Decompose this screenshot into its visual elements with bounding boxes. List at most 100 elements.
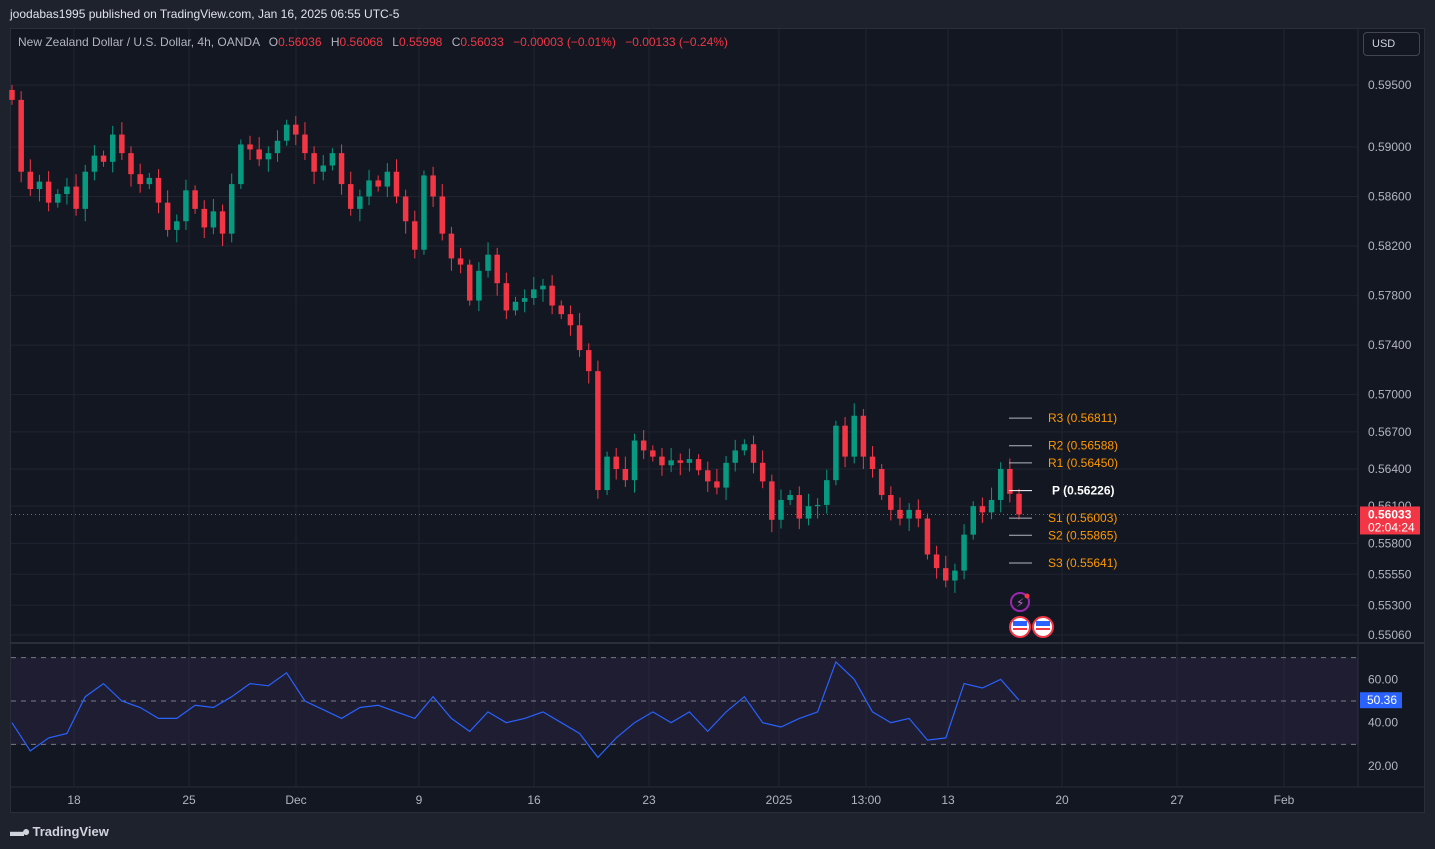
time-axis-label: Feb	[1274, 793, 1295, 807]
published-info: joodabas1995 published on TradingView.co…	[10, 7, 400, 21]
candle-body	[970, 506, 976, 535]
candle-body	[851, 415, 857, 457]
candle-body	[476, 270, 482, 301]
high-value: 0.56068	[339, 35, 383, 49]
low-label: L	[392, 35, 399, 49]
candle-body	[997, 469, 1004, 500]
us-flag-stripe	[1013, 628, 1027, 630]
candle-body	[128, 153, 134, 175]
candle-body	[695, 459, 702, 471]
candle-body	[888, 495, 894, 510]
candle-body	[796, 495, 803, 519]
candle-body	[769, 481, 775, 520]
pivot-label-s1: S1 (0.56003)	[1048, 511, 1117, 525]
candle-body	[650, 450, 656, 457]
us-flag-event-icon	[1032, 616, 1054, 638]
candle-body	[704, 470, 711, 482]
change-value: −0.00003 (−0.01%)	[513, 35, 616, 49]
candle-body	[869, 456, 876, 470]
candle-body	[201, 208, 207, 228]
candle-body	[73, 186, 79, 209]
candle-body	[585, 350, 592, 372]
rsi-axis-label: 40.00	[1368, 716, 1398, 730]
candle-body	[631, 440, 638, 481]
candle-body	[613, 456, 619, 470]
close-label: C	[451, 35, 461, 49]
us-flag-icon	[1036, 621, 1050, 626]
candle-body	[457, 258, 464, 265]
candle-body	[640, 440, 647, 451]
time-axis-label: 23	[642, 793, 656, 807]
candle-body	[531, 289, 537, 299]
candle-body	[503, 283, 510, 311]
tradingview-logo[interactable]: ▬● TradingView	[10, 823, 109, 839]
currency-button[interactable]: USD	[1363, 32, 1420, 56]
candle-body	[778, 499, 784, 520]
candle-body	[210, 211, 217, 228]
candle-body	[366, 180, 372, 197]
candle-body	[595, 371, 601, 491]
candle-body	[567, 314, 574, 326]
candle-body	[293, 124, 299, 135]
candle-body	[677, 460, 684, 463]
rsi-last-value: 50.36	[1367, 693, 1397, 707]
candle-body	[549, 285, 555, 306]
candle-body	[228, 184, 235, 234]
price-axis-label: 0.58600	[1368, 189, 1412, 203]
candle-body	[659, 456, 665, 466]
candle-body	[421, 175, 427, 250]
candle-body	[952, 570, 958, 581]
candle-body	[183, 190, 189, 222]
price-axis-label: 0.59500	[1368, 78, 1412, 92]
candle-body	[576, 325, 583, 351]
candle-body	[219, 211, 226, 234]
candle-body	[393, 171, 400, 197]
candle-body	[265, 153, 272, 160]
price-axis-label: 0.57400	[1368, 338, 1412, 352]
time-axis-label: Dec	[285, 793, 306, 807]
candle-body	[100, 155, 107, 162]
last-price-value: 0.56033	[1368, 507, 1412, 521]
candle-body	[741, 444, 748, 451]
candle-body	[494, 254, 500, 284]
pivot-label-p: P (0.56226)	[1052, 484, 1115, 498]
candle-body	[933, 554, 940, 569]
candle-body	[448, 233, 455, 259]
candle-body	[805, 506, 812, 519]
pivot-label-s2: S2 (0.55865)	[1048, 528, 1117, 542]
price-axis-label: 0.55550	[1368, 567, 1412, 581]
candle-body	[732, 450, 738, 463]
candle-body	[842, 425, 848, 457]
candle-body	[174, 221, 180, 230]
time-axis-label: 13	[941, 793, 955, 807]
candle-body	[750, 444, 757, 463]
candle-body	[9, 89, 15, 100]
candle-body	[18, 99, 24, 172]
candle-body	[988, 499, 995, 513]
bar-countdown: 02:04:24	[1368, 520, 1415, 534]
candle-body	[283, 124, 290, 141]
lightning-icon: ⚡	[1016, 596, 1024, 610]
candle-body	[137, 174, 143, 185]
candle-body	[686, 459, 693, 463]
candle-body	[311, 153, 317, 172]
candle-body	[155, 177, 162, 203]
low-value: 0.55998	[398, 35, 443, 49]
candle-body	[759, 462, 766, 482]
candle-body	[906, 509, 912, 519]
price-axis-label: 0.56700	[1368, 425, 1412, 439]
candle-body	[302, 134, 308, 154]
candle-body	[238, 144, 244, 185]
candle-body	[723, 462, 729, 488]
rsi-axis-label: 60.00	[1368, 672, 1398, 686]
symbol-title[interactable]: New Zealand Dollar / U.S. Dollar, 4h, OA…	[18, 35, 260, 49]
candle-body	[924, 518, 931, 555]
open-label: O	[268, 35, 279, 49]
candle-body	[915, 509, 922, 519]
candle-body	[45, 181, 52, 203]
pivot-label-r3: R3 (0.56811)	[1048, 411, 1117, 425]
time-axis-label: 18	[67, 793, 81, 807]
candle-body	[329, 153, 336, 166]
chart-pane[interactable]	[10, 28, 1425, 813]
